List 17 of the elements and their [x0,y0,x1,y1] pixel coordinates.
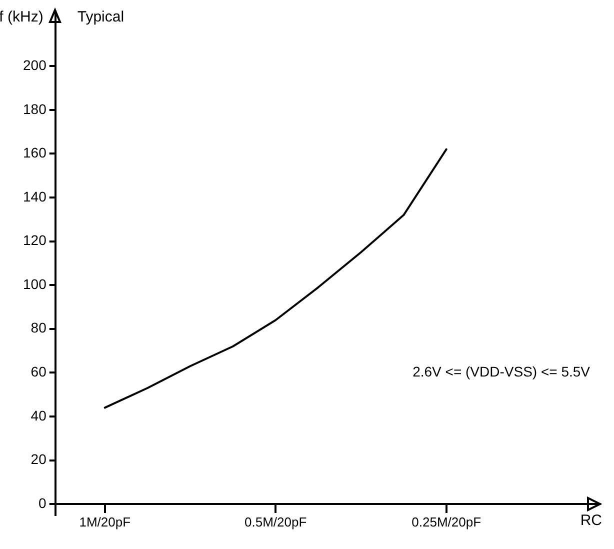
x-tick-label: 0.25M/20pF [412,514,482,530]
y-tick-label: 120 [23,232,47,248]
x-tick-label: 1M/20pF [79,514,131,530]
chart-title: Typical [77,8,124,26]
y-tick-label: 60 [30,364,47,380]
y-tick-label: 20 [30,451,47,468]
y-tick-label: 180 [23,100,47,117]
x-tick-label: 0.5M/20pF [244,514,307,530]
y-tick-label: 140 [23,188,47,204]
y-tick-label: 200 [23,57,47,73]
text: RC [580,512,602,530]
annotation: 2.6V <= (VDD-VSS) <= 5.5V [412,364,591,380]
y-tick-label: 160 [23,144,47,161]
y-tick-label: 100 [23,276,47,292]
y-tick-label: 80 [30,320,47,336]
y-tick-label: 0 [38,494,47,511]
y-tick-label: 40 [30,407,47,424]
